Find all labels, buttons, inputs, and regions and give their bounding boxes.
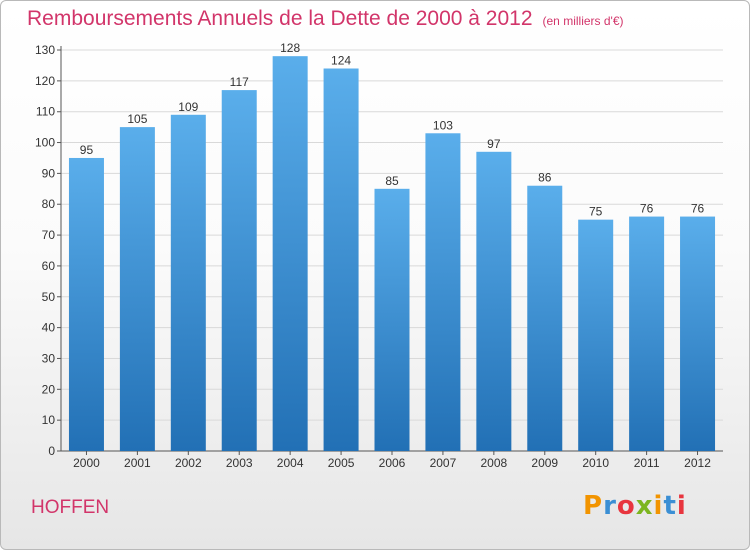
- x-tick-label-2011: 2011: [634, 456, 660, 470]
- data-label-2007: 103: [433, 118, 453, 132]
- bar-2012: [680, 216, 716, 451]
- bar-2007: [425, 133, 461, 452]
- bar-2002: [170, 114, 206, 452]
- y-tick-label: 30: [42, 351, 56, 365]
- data-label-2009: 86: [538, 171, 552, 185]
- bar-2006: [374, 188, 410, 452]
- chart-title: Remboursements Annuels de la Dette de 20…: [27, 7, 624, 31]
- x-tick-labels: 2000 2001 2002 2003 2004 2005 2006 2007 2008 2009…: [73, 451, 711, 470]
- y-tick-labels: 0 10 20 30 40 50 60 70 80 90 100 110 120 130: [35, 43, 61, 458]
- data-label-2000: 95: [80, 143, 94, 157]
- commune-name: HOFFEN: [31, 497, 110, 518]
- y-tick-label: 90: [42, 166, 56, 180]
- data-label-2010: 75: [589, 205, 603, 219]
- y-tick-label: 70: [42, 228, 56, 242]
- bar-2005: [323, 68, 359, 451]
- data-label-2006: 85: [385, 174, 399, 188]
- y-tick-label: 120: [35, 74, 55, 88]
- x-tick-label-2012: 2012: [684, 456, 711, 470]
- y-tick-label: 50: [42, 290, 56, 304]
- x-tick-label-2000: 2000: [73, 456, 100, 470]
- bar-2000: [68, 157, 104, 451]
- x-tick-label-2005: 2005: [328, 456, 355, 470]
- bar-2003: [221, 90, 257, 451]
- x-tick-label-2002: 2002: [175, 456, 202, 470]
- x-tick-label-2004: 2004: [277, 456, 304, 470]
- data-labels: 95 105 109 117 128 124 85 103 97 86 75 76 76: [80, 41, 705, 218]
- bar-2010: [578, 219, 614, 451]
- data-label-2003: 117: [230, 75, 249, 89]
- x-tick-label-2010: 2010: [582, 456, 609, 470]
- y-tick-label: 0: [48, 444, 55, 458]
- bar-2011: [629, 216, 665, 451]
- y-tick-label: 100: [35, 136, 55, 150]
- y-tick-label: 20: [42, 382, 56, 396]
- bar-2001: [119, 127, 155, 451]
- data-label-2004: 128: [280, 41, 300, 55]
- data-label-2001: 105: [127, 112, 147, 126]
- data-label-2011: 76: [640, 202, 654, 216]
- y-tick-label: 60: [42, 259, 56, 273]
- x-tick-label-2003: 2003: [226, 456, 253, 470]
- bars: [68, 56, 716, 452]
- unit-label: (en milliers d'€): [542, 14, 624, 28]
- title-text: Remboursements Annuels de la Dette de 20…: [27, 7, 533, 30]
- x-tick-label-2007: 2007: [430, 456, 457, 470]
- bar-2004: [272, 56, 308, 452]
- y-tick-label: 130: [35, 43, 55, 57]
- data-label-2002: 109: [178, 100, 198, 114]
- bar-2009: [527, 185, 563, 451]
- x-tick-label-2006: 2006: [379, 456, 406, 470]
- x-tick-label-2009: 2009: [531, 456, 558, 470]
- y-tick-label: 40: [42, 321, 56, 335]
- x-tick-label-2008: 2008: [480, 456, 507, 470]
- y-tick-label: 80: [42, 197, 56, 211]
- x-tick-label-2001: 2001: [124, 456, 151, 470]
- proxiti-logo: Proxiti: [583, 491, 687, 521]
- bar-2008: [476, 151, 512, 452]
- data-label-2012: 76: [691, 202, 705, 216]
- y-tick-label: 10: [42, 413, 56, 427]
- y-tick-label: 110: [36, 105, 55, 119]
- data-label-2005: 124: [331, 54, 351, 68]
- data-label-2008: 97: [487, 137, 501, 151]
